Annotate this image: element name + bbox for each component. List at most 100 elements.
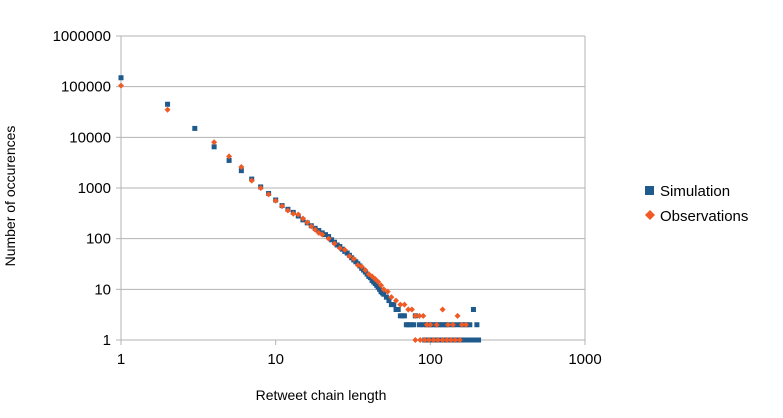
- data-point-observations: [336, 245, 343, 252]
- data-point-simulation: [226, 157, 232, 163]
- data-point-observations: [452, 337, 459, 343]
- data-point-simulation: [474, 322, 480, 328]
- data-point-observations: [284, 207, 291, 214]
- x-tick-label: 10: [267, 351, 284, 368]
- data-point-simulation: [470, 306, 476, 312]
- data-points: [118, 75, 482, 343]
- data-point-observations: [290, 210, 297, 217]
- data-point-observations: [118, 82, 124, 89]
- data-point-simulation: [467, 322, 473, 328]
- data-point-observations: [265, 191, 272, 198]
- data-point-observations: [423, 321, 430, 328]
- data-point-observations: [350, 255, 357, 262]
- x-tick-label: 1000: [568, 351, 601, 368]
- data-point-observations: [447, 337, 454, 343]
- data-point-observations: [427, 321, 434, 328]
- data-point-observations: [420, 312, 427, 319]
- data-point-observations: [380, 286, 387, 293]
- data-point-observations: [279, 203, 286, 210]
- data-point-observations: [378, 282, 385, 289]
- y-tick-label: 1000000: [53, 28, 111, 45]
- data-point-observations: [430, 337, 437, 343]
- data-point-observations: [412, 312, 419, 319]
- y-tick-label: 10: [94, 281, 111, 298]
- data-point-observations: [384, 288, 391, 295]
- data-point-observations: [434, 337, 441, 343]
- x-axis-label: Retweet chain length: [256, 387, 387, 403]
- data-point-observations: [412, 337, 419, 343]
- data-point-observations: [462, 321, 469, 328]
- data-point-observations: [226, 153, 233, 160]
- data-point-observations: [295, 211, 302, 218]
- y-tick-label: 10000: [69, 129, 111, 146]
- y-tick-label: 100: [86, 231, 111, 248]
- data-point-observations: [443, 337, 450, 343]
- data-point-simulation: [391, 302, 397, 308]
- data-point-simulation: [401, 313, 407, 319]
- data-point-simulation: [165, 101, 171, 107]
- data-point-simulation: [431, 322, 437, 328]
- data-point-simulation: [408, 322, 414, 328]
- data-point-observations: [308, 223, 315, 230]
- data-point-observations: [319, 231, 326, 238]
- data-point-observations: [312, 226, 319, 233]
- data-point-observations: [272, 197, 279, 204]
- data-point-simulation: [440, 322, 446, 328]
- data-point-observations: [449, 321, 456, 328]
- data-point-simulation: [192, 125, 198, 131]
- y-axis-label: Number of occurences: [2, 126, 18, 267]
- data-point-observations: [408, 306, 415, 313]
- data-point-observations: [304, 219, 311, 226]
- data-point-simulation: [395, 306, 401, 312]
- data-point-observations: [164, 106, 171, 113]
- data-point-simulation: [420, 322, 426, 328]
- data-point-observations: [257, 185, 264, 191]
- data-point-observations: [421, 337, 428, 343]
- data-point-observations: [299, 215, 306, 222]
- legend-label-simulation: Simulation: [660, 183, 730, 200]
- data-point-observations: [454, 312, 461, 319]
- y-tick-label: 1: [103, 332, 111, 349]
- x-tick-label: 1: [117, 351, 125, 368]
- data-point-observations: [456, 337, 463, 343]
- data-point-observations: [401, 301, 408, 308]
- data-point-simulation: [334, 242, 340, 248]
- data-point-observations: [362, 267, 369, 274]
- data-point-observations: [397, 301, 404, 308]
- legend-marker-simulation: [645, 186, 654, 195]
- data-point-simulation: [211, 144, 217, 150]
- data-point-simulation: [383, 294, 389, 300]
- data-point-observations: [393, 297, 400, 304]
- data-point-simulation: [405, 322, 411, 328]
- grid: [121, 35, 585, 341]
- data-point-simulation: [455, 322, 461, 328]
- data-point-observations: [444, 321, 451, 328]
- data-point-simulation: [238, 168, 244, 174]
- data-point-observations: [439, 306, 446, 313]
- data-point-observations: [375, 278, 382, 285]
- data-point-simulation: [411, 322, 417, 328]
- y-tick-label: 100000: [61, 79, 111, 96]
- data-point-observations: [425, 337, 432, 343]
- data-point-observations: [248, 177, 255, 184]
- legend-marker-observations: [645, 210, 655, 220]
- x-tick-label: 100: [418, 351, 443, 368]
- data-point-observations: [358, 263, 365, 270]
- data-point-observations: [458, 321, 465, 328]
- data-point-observations: [405, 306, 412, 313]
- y-tick-label: 1000: [78, 180, 111, 197]
- data-point-observations: [416, 312, 423, 319]
- legend-label-observations: Observations: [660, 208, 748, 225]
- data-point-observations: [341, 246, 348, 253]
- data-point-simulation: [381, 291, 387, 297]
- data-point-observations: [346, 253, 353, 260]
- legend: Simulation Observations: [645, 183, 748, 225]
- data-point-simulation: [118, 75, 124, 81]
- axes: 1 10 100 1000 10000 100000 1000000 1 10 100 1000: [53, 28, 602, 368]
- data-point-simulation: [386, 298, 392, 304]
- data-point-simulation: [323, 232, 329, 238]
- data-point-simulation: [476, 337, 482, 343]
- data-point-observations: [439, 337, 446, 343]
